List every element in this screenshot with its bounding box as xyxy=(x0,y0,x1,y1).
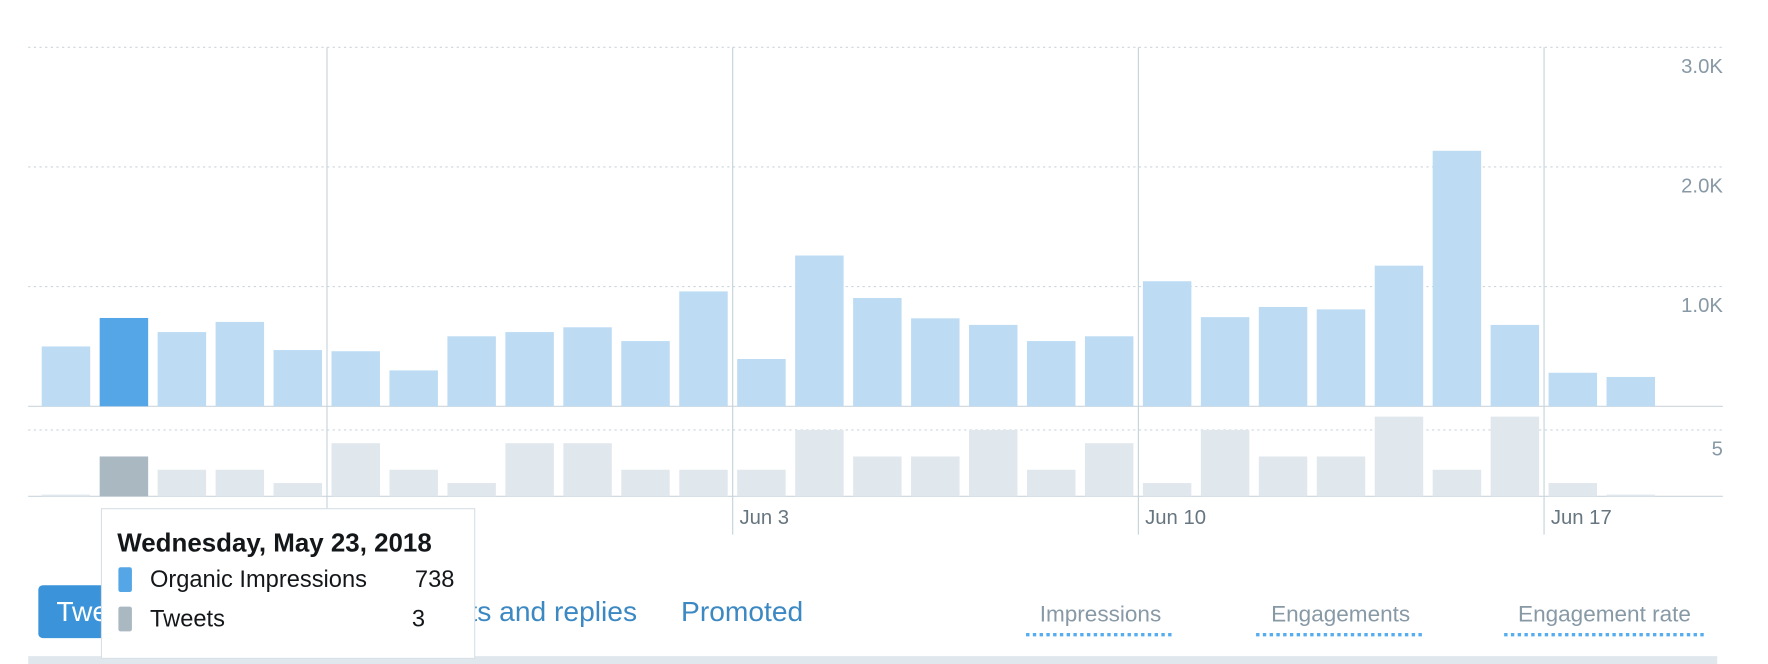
bar xyxy=(1548,483,1598,497)
metric-tab[interactable]: Impressions xyxy=(1040,602,1161,627)
bar xyxy=(331,351,380,407)
bar xyxy=(911,456,960,497)
bar xyxy=(215,469,265,497)
metric-tabs: Impressions Engagements Engagement rate xyxy=(1026,602,1708,637)
bar xyxy=(563,327,612,407)
y-tick-label: 1.0K xyxy=(1681,295,1723,317)
divider xyxy=(28,656,1718,664)
tooltip-swatch xyxy=(118,606,132,632)
bar xyxy=(911,318,960,407)
x-tick-label: Jun 17 xyxy=(1551,507,1612,529)
bar xyxy=(389,469,438,497)
metric-tab[interactable]: Engagements xyxy=(1271,602,1410,627)
tooltip-swatch xyxy=(118,567,132,592)
x-tick-label: Jun 3 xyxy=(739,507,789,529)
bar xyxy=(505,332,554,407)
bar xyxy=(621,469,670,497)
bar xyxy=(679,291,728,407)
bar xyxy=(41,494,91,497)
bar xyxy=(969,324,1018,407)
bar xyxy=(273,483,323,497)
bar xyxy=(1374,265,1424,407)
bar xyxy=(389,370,438,407)
y-tick-label: 2.0K xyxy=(1681,176,1723,198)
bar xyxy=(1026,341,1076,407)
bar xyxy=(853,456,902,497)
bar xyxy=(1490,324,1540,407)
bar xyxy=(1258,306,1308,407)
bar xyxy=(1316,309,1366,407)
bar xyxy=(1432,469,1482,497)
bar xyxy=(331,443,380,497)
bar xyxy=(1606,376,1656,407)
bar xyxy=(1606,494,1656,497)
bar xyxy=(1200,317,1250,407)
tooltip-value: 738 xyxy=(415,567,454,593)
tab[interactable]: Promoted xyxy=(681,596,803,627)
bar xyxy=(1258,456,1308,497)
bar xyxy=(621,341,670,407)
bar xyxy=(157,332,207,407)
chart: 1.0K 2.0K 3.0K 5 Jun 3 Jun 10 Jun 17 xyxy=(28,46,1723,535)
bar xyxy=(99,317,149,407)
bar xyxy=(1200,429,1250,497)
tooltip-label: Tweets xyxy=(150,606,225,632)
tooltip-title: Wednesday, May 23, 2018 xyxy=(117,530,432,558)
bar xyxy=(679,469,728,497)
bar xyxy=(795,429,844,497)
bar xyxy=(157,469,207,497)
bar xyxy=(41,346,91,407)
bar xyxy=(1142,483,1192,497)
bar xyxy=(1374,416,1424,497)
bar xyxy=(1316,456,1366,497)
metric-tab[interactable]: Engagement rate xyxy=(1518,602,1691,627)
bar xyxy=(505,443,554,497)
bar xyxy=(737,359,786,407)
bar xyxy=(99,456,149,497)
tooltip-value: 3 xyxy=(412,606,425,632)
tooltip-label: Organic Impressions xyxy=(150,567,367,593)
x-tick-label: Jun 10 xyxy=(1145,507,1206,529)
bar xyxy=(1084,443,1134,497)
tooltip: Wednesday, May 23, 2018 Organic Impressi… xyxy=(100,508,476,659)
bar xyxy=(273,350,323,407)
bar xyxy=(969,429,1018,497)
bar xyxy=(447,483,496,497)
y-tick-label: 3.0K xyxy=(1681,56,1723,78)
bar xyxy=(1432,150,1482,407)
bar xyxy=(447,336,496,407)
bar xyxy=(1026,469,1076,497)
bar xyxy=(1142,281,1192,407)
bar xyxy=(795,255,844,407)
tooltip-box xyxy=(100,508,476,659)
bar xyxy=(563,443,612,497)
bar xyxy=(1548,372,1598,407)
y-tick-label: 5 xyxy=(1712,439,1723,461)
bar xyxy=(215,321,265,407)
bar xyxy=(853,297,902,407)
bar xyxy=(1084,336,1134,407)
bar xyxy=(1490,416,1540,497)
bar xyxy=(737,469,786,497)
